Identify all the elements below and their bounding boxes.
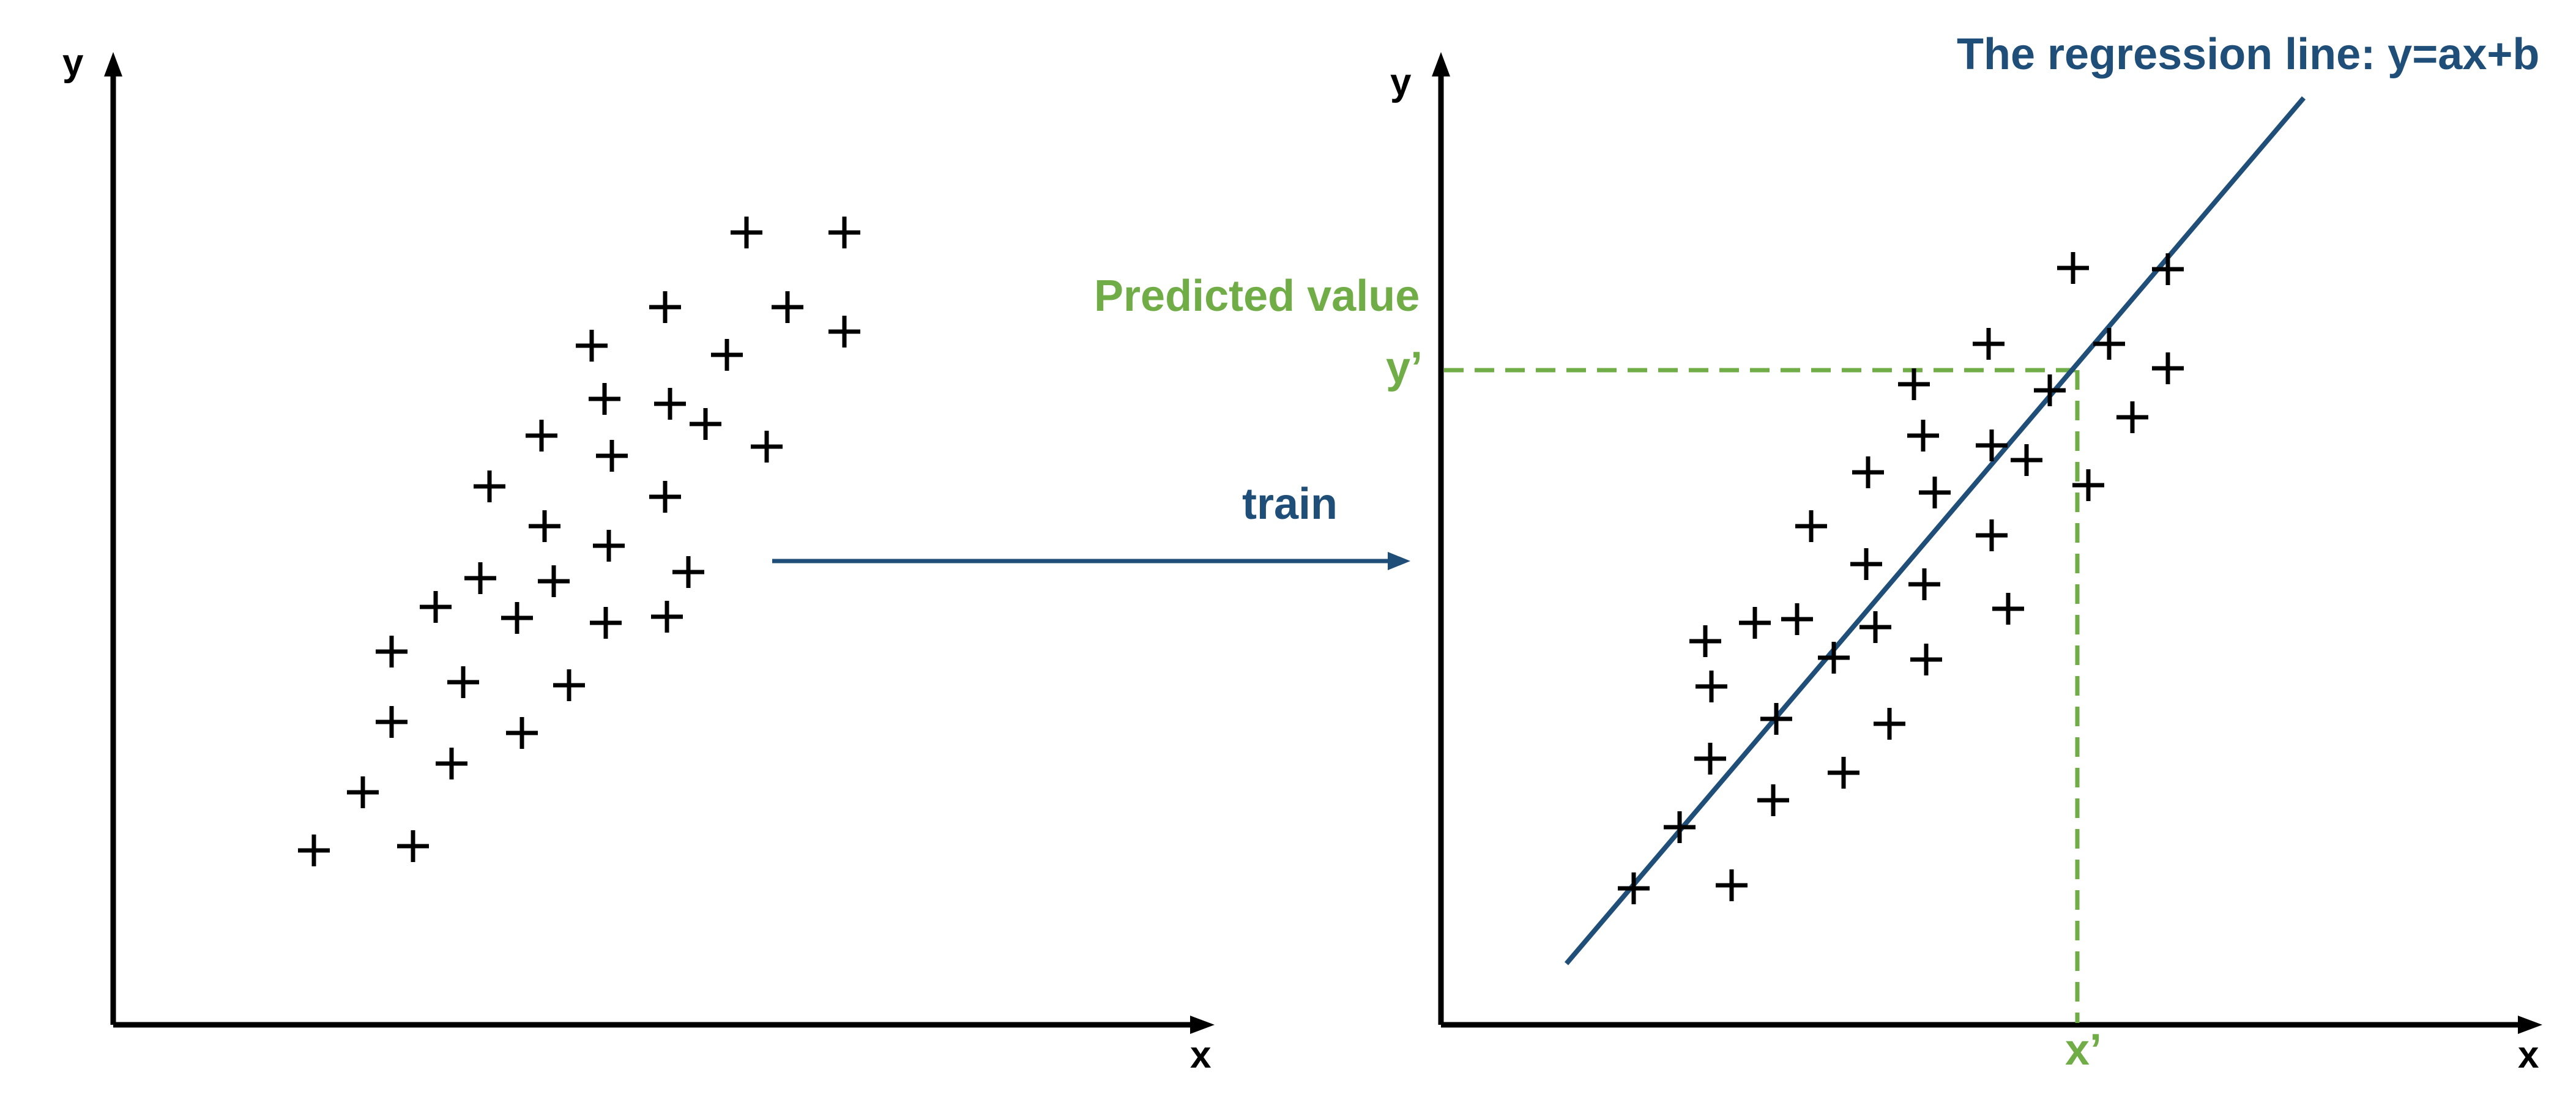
plus-marker: [397, 830, 429, 862]
plus-marker: [828, 217, 860, 248]
regression-line-label: The regression line: y=ax+b: [1957, 30, 2539, 79]
plus-marker: [1828, 757, 1859, 789]
left-y-axis-label: y: [62, 42, 84, 84]
plus-marker: [2057, 252, 2089, 284]
plus-marker: [506, 717, 538, 749]
plus-marker: [1716, 869, 1748, 901]
plus-marker: [1694, 743, 1726, 775]
plus-marker: [1850, 548, 1882, 580]
plus-marker: [1874, 708, 1905, 740]
left-x-axis-arrowhead: [1190, 1016, 1215, 1034]
plus-marker: [538, 565, 570, 597]
plus-marker: [1859, 611, 1891, 643]
plus-marker: [2072, 469, 2104, 501]
left-data-points: [298, 217, 860, 866]
plus-marker: [1973, 328, 2005, 360]
plus-marker: [731, 217, 762, 248]
right-y-axis-arrowhead: [1432, 52, 1450, 76]
plus-marker: [347, 776, 379, 808]
plus-marker: [1739, 607, 1771, 639]
plus-marker: [1976, 429, 2008, 461]
left-y-axis-arrowhead: [104, 52, 122, 76]
predicted-value-label: Predicted value: [1094, 272, 1420, 321]
plus-marker: [2152, 352, 2184, 384]
plus-marker: [529, 510, 560, 542]
plus-marker: [1689, 625, 1721, 657]
plus-marker: [436, 748, 467, 779]
plus-marker: [751, 431, 783, 463]
right-x-axis-label: x: [2518, 1034, 2539, 1076]
plus-marker: [553, 669, 585, 701]
plus-marker: [1898, 368, 1930, 400]
plus-marker: [420, 591, 452, 623]
plus-marker: [376, 706, 408, 738]
plus-marker: [711, 339, 743, 371]
plus-marker: [1910, 644, 1942, 675]
plus-marker: [1818, 642, 1850, 674]
plus-marker: [690, 408, 721, 440]
plus-marker: [2034, 374, 2066, 406]
plus-marker: [1781, 603, 1813, 635]
plus-marker: [1664, 811, 1696, 843]
plus-marker: [649, 481, 681, 513]
plus-marker: [298, 835, 330, 866]
plus-marker: [590, 607, 622, 639]
plus-marker: [576, 330, 608, 362]
plus-marker: [651, 601, 683, 633]
plus-marker: [464, 562, 496, 594]
plus-marker: [1760, 703, 1792, 735]
left-scatter-panel: y x: [62, 42, 1215, 1076]
plus-marker: [474, 470, 505, 502]
plus-marker: [1976, 519, 2008, 551]
plus-marker: [1919, 477, 1951, 508]
plus-marker: [1908, 568, 1940, 600]
plus-marker: [2011, 444, 2042, 476]
plus-marker: [1992, 593, 2024, 625]
plus-marker: [1618, 872, 1650, 904]
plus-marker: [649, 291, 681, 323]
plus-marker: [447, 666, 479, 698]
right-x-axis-arrowhead: [2518, 1016, 2542, 1034]
plus-marker: [1907, 420, 1939, 452]
plus-marker: [1696, 671, 1727, 702]
plus-marker: [1852, 456, 1884, 488]
plus-marker: [1757, 784, 1789, 816]
regression-line: [1564, 96, 2306, 965]
right-y-axis-label: y: [1390, 61, 1412, 103]
plus-marker: [526, 420, 557, 452]
plus-marker: [596, 440, 628, 472]
train-label: train: [1242, 480, 1338, 529]
plus-marker: [772, 291, 803, 323]
plus-marker: [654, 388, 686, 420]
left-x-axis-label: x: [1190, 1034, 1212, 1076]
plus-marker: [828, 316, 860, 348]
y-prime-label: y’: [1386, 343, 1423, 392]
right-data-points: [1618, 252, 2184, 904]
plus-marker: [593, 530, 625, 562]
train-arrow-group: train: [772, 480, 1410, 570]
plus-marker: [2093, 328, 2125, 360]
plus-marker: [672, 556, 704, 588]
plus-marker: [376, 636, 408, 667]
plus-marker: [2116, 401, 2148, 433]
plus-marker: [1795, 510, 1827, 542]
x-prime-label: x’: [2065, 1025, 2102, 1074]
plus-marker: [589, 383, 620, 415]
plus-marker: [2152, 253, 2184, 285]
train-arrow-head: [1388, 552, 1410, 570]
plus-marker: [501, 602, 533, 634]
right-regression-panel: y x The regression line: y=ax+b Predicte…: [1094, 30, 2542, 1076]
